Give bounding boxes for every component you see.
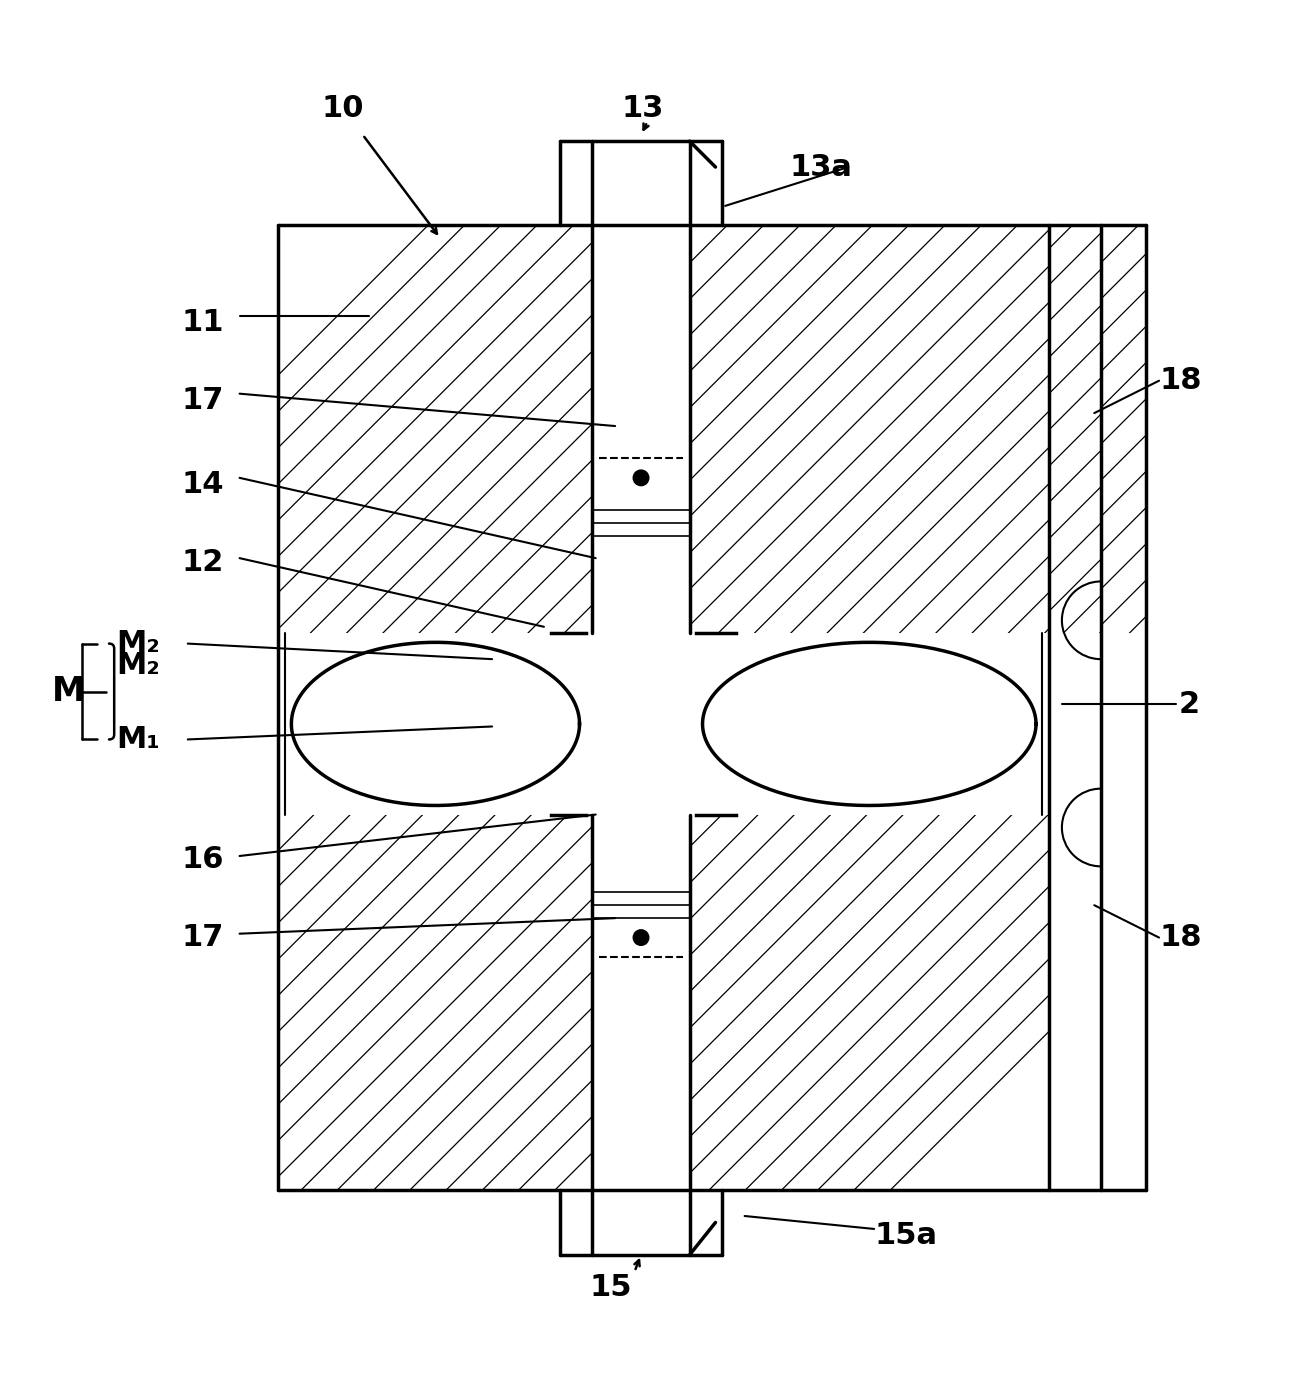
- Text: 17: 17: [181, 923, 224, 952]
- Polygon shape: [278, 225, 592, 634]
- Text: 10: 10: [322, 95, 364, 123]
- Text: 2: 2: [1178, 690, 1199, 719]
- Bar: [1101, 225, 1146, 634]
- Bar: [1049, 225, 1101, 634]
- Polygon shape: [559, 1203, 723, 1255]
- Bar: [1049, 814, 1101, 1191]
- Text: 15a: 15a: [874, 1222, 938, 1249]
- Text: M₂: M₂: [117, 651, 161, 680]
- Text: M₁: M₁: [117, 725, 161, 754]
- Text: 17: 17: [181, 385, 224, 415]
- Text: M₂: M₂: [117, 630, 161, 658]
- Text: 18: 18: [1159, 923, 1202, 952]
- Polygon shape: [689, 225, 1049, 634]
- Bar: [689, 225, 1049, 634]
- Text: 11: 11: [181, 309, 224, 336]
- Polygon shape: [1049, 225, 1101, 634]
- Text: 12: 12: [181, 547, 224, 577]
- Polygon shape: [689, 814, 1049, 1191]
- Text: 15: 15: [589, 1273, 632, 1301]
- Polygon shape: [1049, 814, 1101, 1191]
- Text: 13a: 13a: [790, 152, 853, 181]
- Text: M: M: [52, 676, 85, 708]
- Polygon shape: [1101, 814, 1146, 1191]
- Circle shape: [633, 470, 649, 486]
- Bar: [278, 814, 593, 1191]
- Polygon shape: [278, 814, 592, 1191]
- Text: 16: 16: [181, 846, 224, 874]
- Bar: [689, 814, 1049, 1191]
- Text: 13: 13: [622, 95, 664, 123]
- Text: 14: 14: [181, 470, 224, 498]
- Bar: [278, 225, 593, 634]
- Polygon shape: [1101, 225, 1146, 634]
- Bar: [1101, 814, 1146, 1191]
- Text: 18: 18: [1159, 366, 1202, 395]
- Polygon shape: [559, 141, 723, 225]
- Circle shape: [633, 930, 649, 945]
